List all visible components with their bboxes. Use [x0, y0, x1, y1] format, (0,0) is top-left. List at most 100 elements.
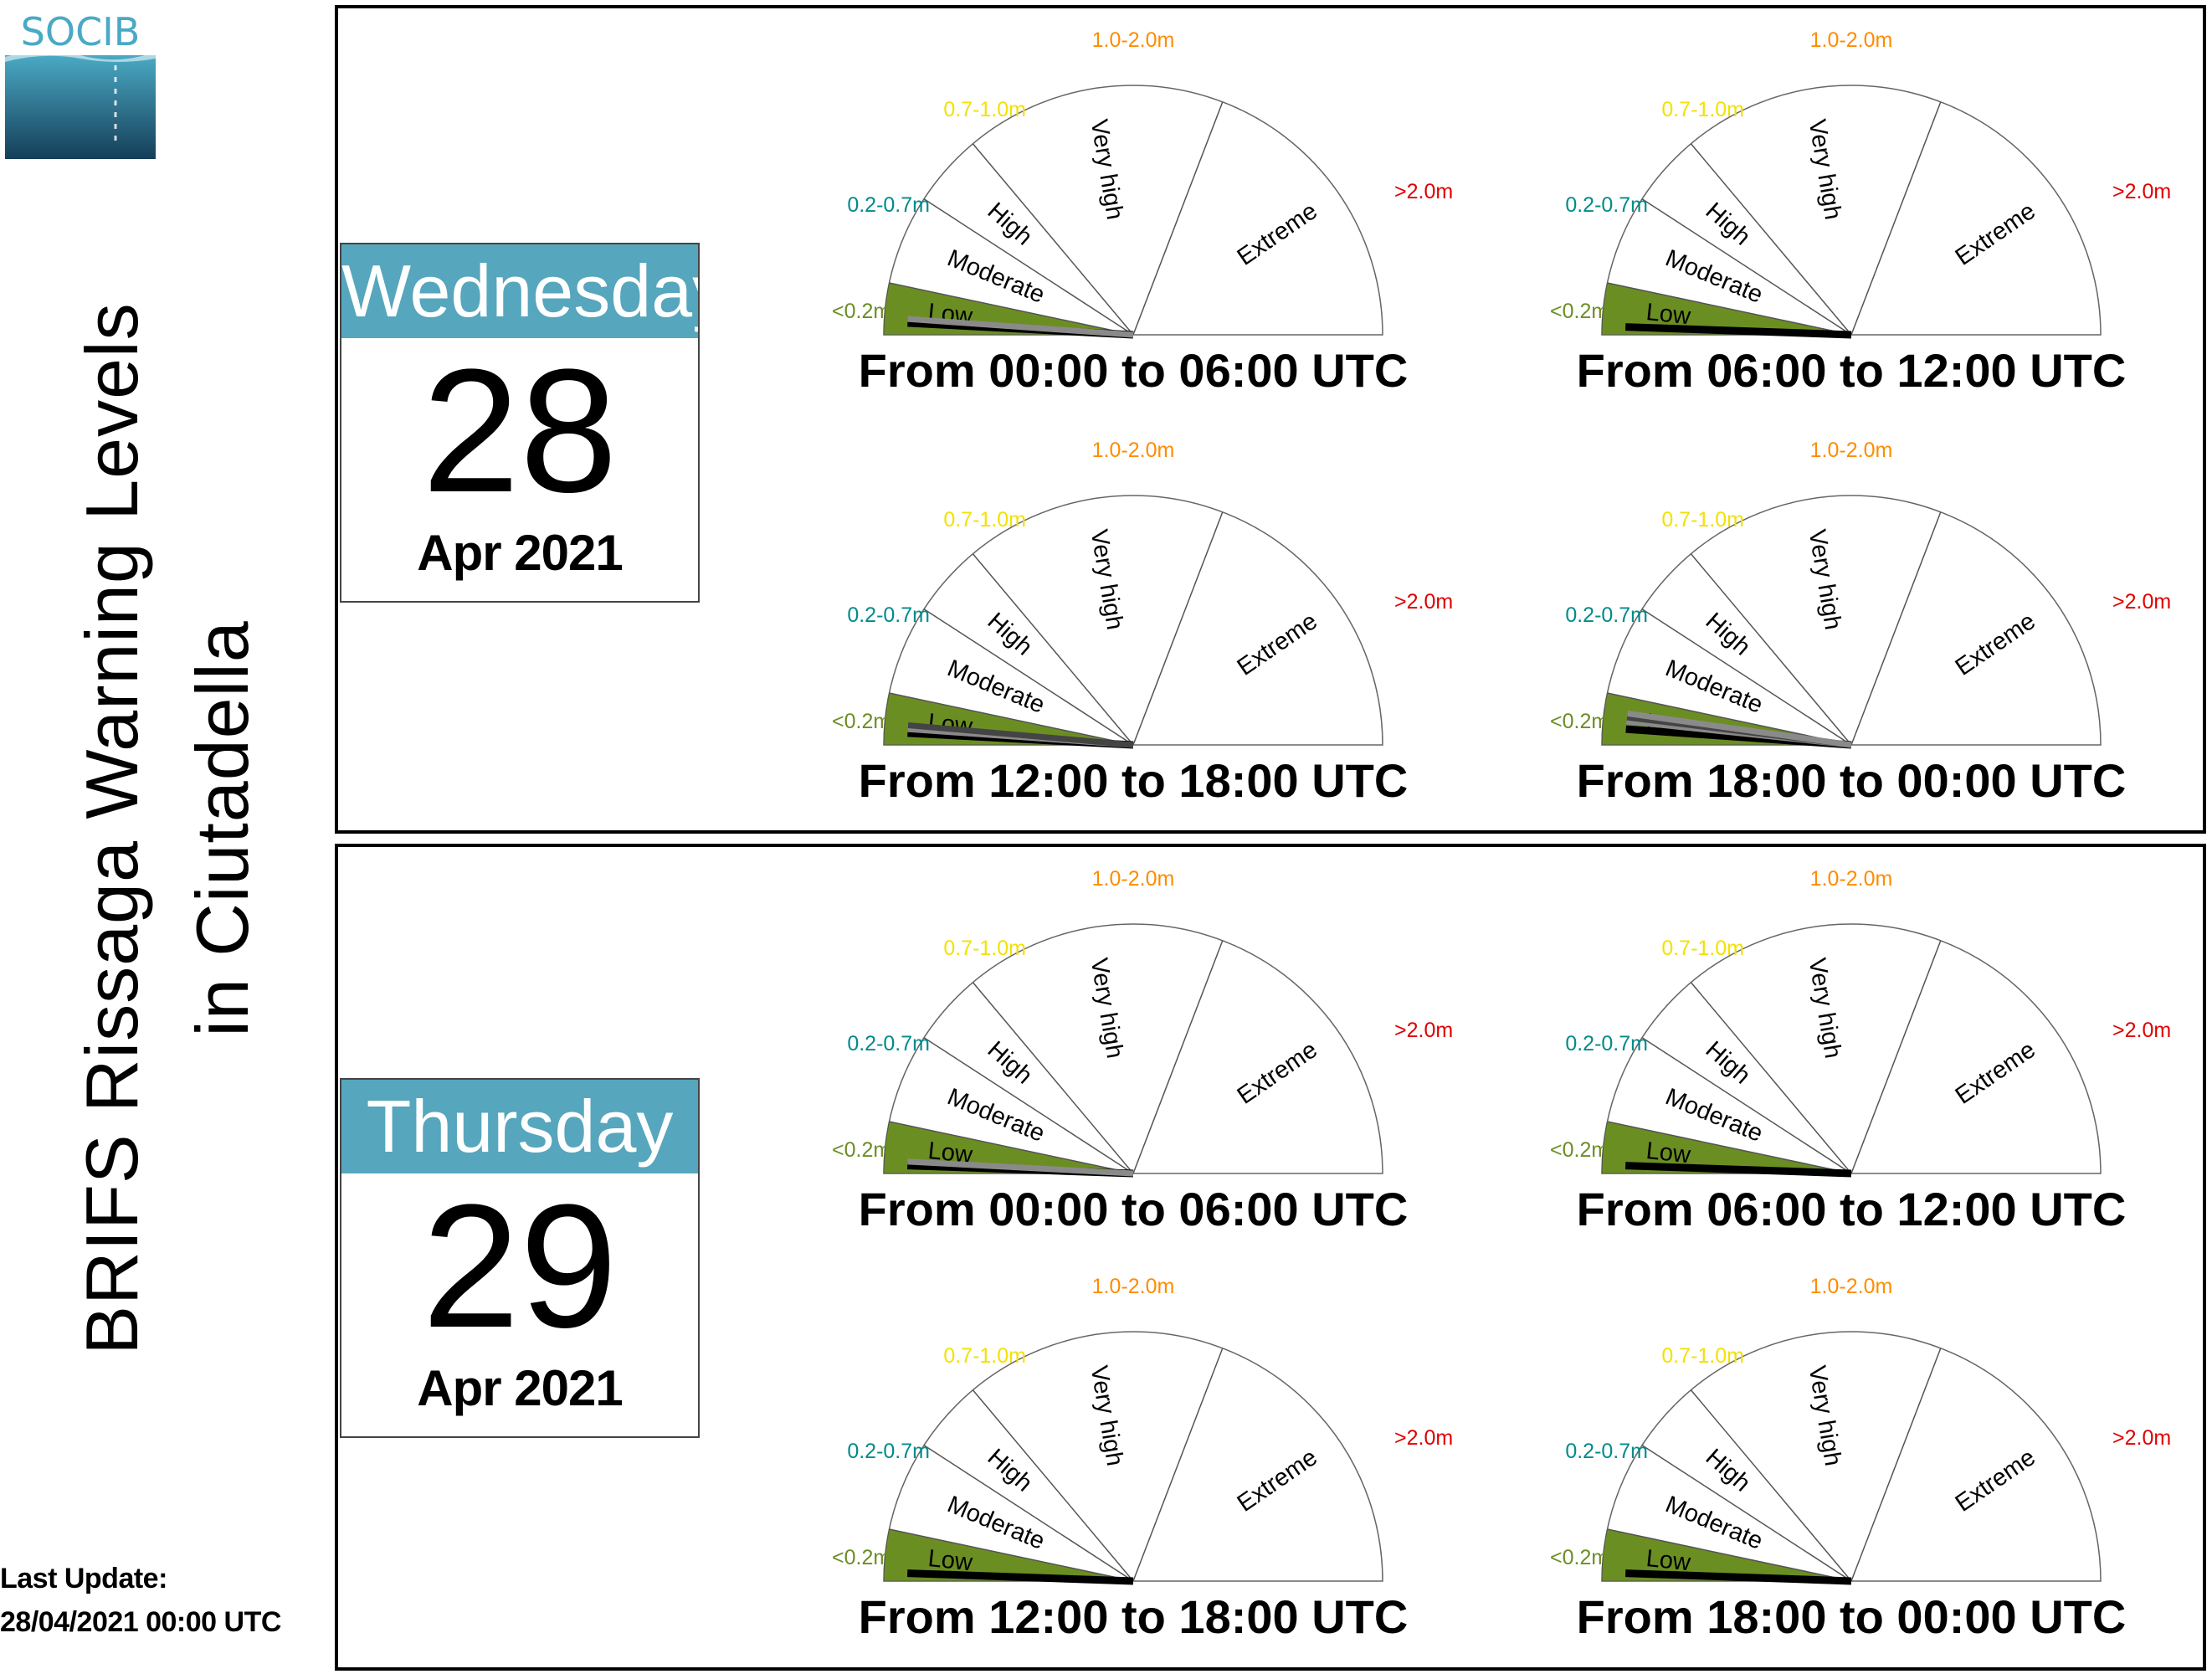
range-label: >2.0m — [2112, 590, 2171, 614]
range-label: 0.7-1.0m — [943, 937, 1026, 960]
sector-divider — [972, 1389, 1134, 1582]
sector-divider — [1641, 198, 1852, 336]
range-label: 0.2-0.7m — [847, 603, 930, 627]
range-label: >2.0m — [2112, 1019, 2171, 1042]
range-label: 0.2-0.7m — [847, 193, 930, 217]
gauge-needle — [907, 316, 1134, 338]
sector-divider — [1690, 982, 1852, 1174]
last-update: Last Update: 28/04/2021 00:00 UTC — [0, 1557, 326, 1644]
gauge-dial — [1601, 923, 2102, 1174]
month-year: Apr 2021 — [417, 525, 623, 581]
sector-divider — [1607, 1121, 1852, 1174]
range-label: 0.7-1.0m — [943, 508, 1026, 531]
range-label: 0.7-1.0m — [943, 98, 1026, 121]
day-panel-wednesday: Wednesday 28 Apr 2021 Low Moderate High Ver… — [335, 5, 2206, 834]
gauge-dial — [1601, 85, 2102, 336]
period-label: From 12:00 to 18:00 UTC — [859, 1590, 1409, 1643]
range-label: 1.0-2.0m — [1092, 867, 1175, 891]
day-panel-thursday: Thursday 29 Apr 2021 Low Moderate High Very… — [335, 844, 2206, 1671]
range-label: <0.2m — [1550, 300, 1609, 323]
sector-divider — [1607, 282, 1852, 336]
range-label: <0.2m — [1550, 1138, 1609, 1162]
sector-divider — [972, 143, 1134, 336]
range-label: 0.7-1.0m — [1661, 508, 1744, 531]
sector-divider — [972, 553, 1134, 746]
range-label: >2.0m — [2112, 180, 2171, 203]
gauge-needle — [1625, 323, 1852, 339]
date-box: Wednesday 28 Apr 2021 — [340, 243, 700, 603]
last-update-label: Last Update: — [0, 1563, 167, 1594]
month-year: Apr 2021 — [417, 1360, 623, 1416]
title-line-1: BRIFS Rissaga Warning Levels — [70, 302, 153, 1355]
period-label: From 06:00 to 12:00 UTC — [1577, 1183, 2127, 1235]
sector-divider — [889, 1121, 1134, 1174]
sector-divider — [1850, 101, 1942, 336]
period-label: From 18:00 to 00:00 UTC — [1577, 1590, 2127, 1643]
sector-divider — [923, 608, 1134, 746]
weekday-label: Thursday — [341, 1080, 698, 1173]
range-label: 0.7-1.0m — [1661, 1344, 1744, 1368]
range-label: >2.0m — [1394, 590, 1453, 614]
date-box: Thursday 29 Apr 2021 — [340, 1078, 700, 1438]
range-label: 0.2-0.7m — [1565, 193, 1648, 217]
gauge-needle — [907, 1569, 1134, 1585]
gauge-needle — [1627, 710, 1852, 748]
sector-divider — [1641, 1037, 1852, 1174]
sector-divider — [889, 1528, 1134, 1582]
sector-divider — [923, 198, 1134, 336]
gauge-dial — [883, 495, 1383, 746]
socib-logo-text: SOCIB — [21, 9, 141, 54]
gauge-dial — [883, 85, 1383, 336]
range-label: 1.0-2.0m — [1092, 439, 1175, 462]
sector-divider — [1690, 143, 1852, 336]
sector-divider — [1132, 511, 1224, 746]
sector-divider — [1641, 1445, 1852, 1582]
range-label: <0.2m — [832, 1546, 890, 1569]
gauge-dial — [883, 1331, 1383, 1582]
gauge-dial — [1601, 1331, 2102, 1582]
gauge-needle — [1625, 1569, 1852, 1585]
range-label: 1.0-2.0m — [1810, 439, 1893, 462]
range-label: 0.2-0.7m — [847, 1440, 930, 1463]
range-label: >2.0m — [2112, 1426, 2171, 1450]
gauge-needle — [907, 1158, 1134, 1177]
range-label: 1.0-2.0m — [1092, 1275, 1175, 1298]
range-label: <0.2m — [832, 1138, 890, 1162]
range-label: 0.2-0.7m — [847, 1032, 930, 1055]
period-label: From 18:00 to 00:00 UTC — [1577, 754, 2127, 807]
range-label: 1.0-2.0m — [1810, 28, 1893, 52]
sector-divider — [1690, 553, 1852, 746]
sector-divider — [923, 1445, 1134, 1582]
gauge-dial — [883, 923, 1383, 1174]
gauge-needle — [907, 721, 1134, 748]
sector-divider — [1132, 101, 1224, 336]
title-line-2: in Ciutadella — [181, 620, 264, 1037]
range-label: 0.2-0.7m — [1565, 1032, 1648, 1055]
gauge-needle — [1625, 1162, 1852, 1178]
range-label: 0.7-1.0m — [1661, 937, 1744, 960]
sector-divider — [1850, 511, 1942, 746]
day-number: 29 — [422, 1168, 618, 1364]
sector-divider — [1132, 940, 1224, 1174]
socib-logo: SOCIB — [5, 9, 156, 159]
range-label: >2.0m — [1394, 180, 1453, 203]
last-update-value: 28/04/2021 00:00 UTC — [0, 1606, 281, 1638]
sector-divider — [923, 1037, 1134, 1174]
sector-divider — [1641, 608, 1852, 746]
range-label: <0.2m — [1550, 1546, 1609, 1569]
range-label: <0.2m — [832, 710, 890, 733]
range-label: >2.0m — [1394, 1426, 1453, 1450]
range-label: <0.2m — [832, 300, 890, 323]
range-label: 0.2-0.7m — [1565, 603, 1648, 627]
period-label: From 06:00 to 12:00 UTC — [1577, 344, 2127, 397]
sector-divider — [1850, 1348, 1942, 1582]
sector-divider — [972, 982, 1134, 1174]
range-label: 1.0-2.0m — [1810, 1275, 1893, 1298]
